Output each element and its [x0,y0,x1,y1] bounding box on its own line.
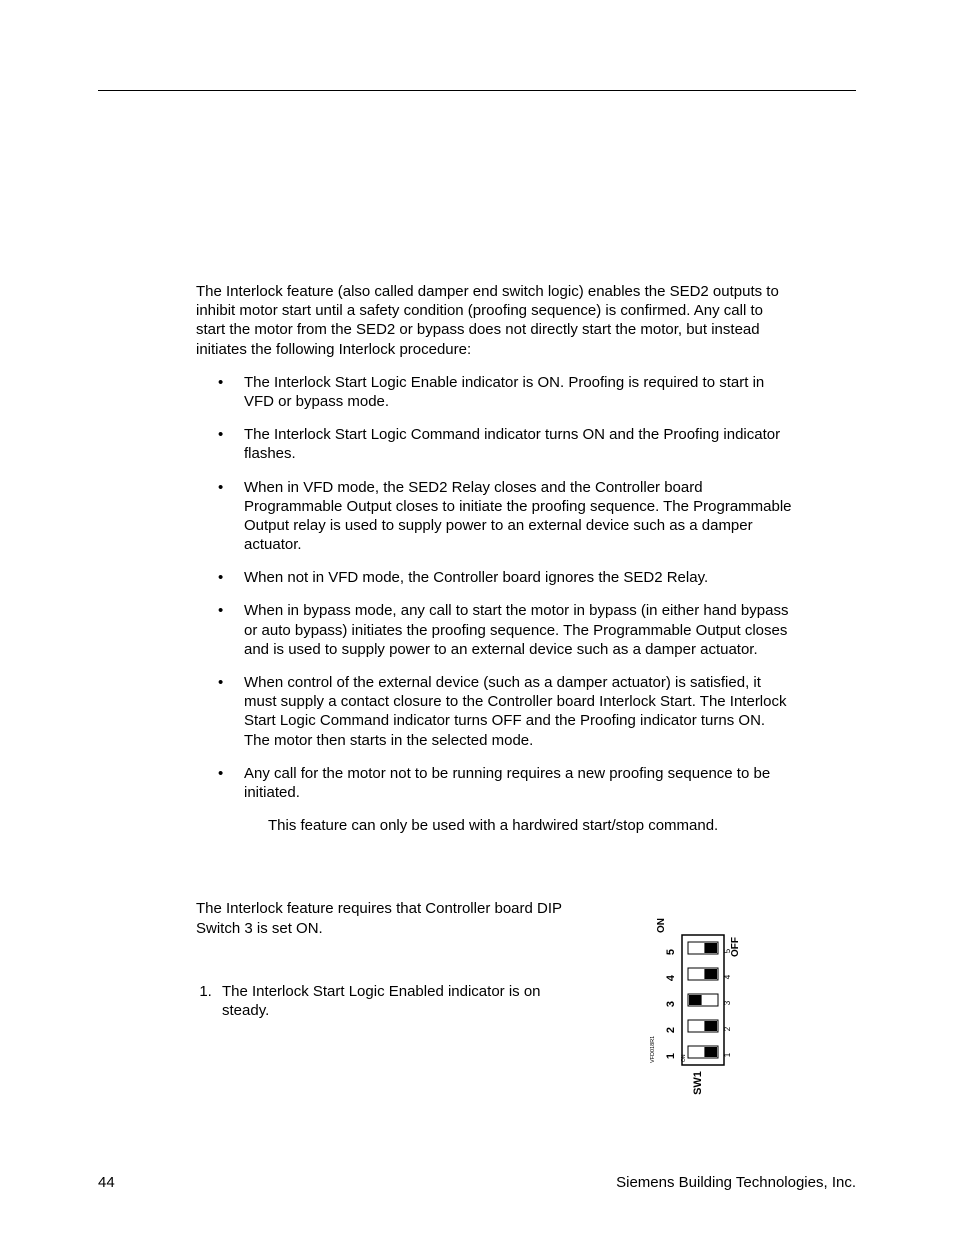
svg-text:1: 1 [665,1053,677,1059]
dip-switch-svg: ONOFF5544332211SW1VFD018R1ON [630,917,740,1097]
page-footer: 44 Siemens Building Technologies, Inc. [98,1174,856,1191]
intro-paragraph: The Interlock feature (also called dampe… [196,282,796,359]
numbered-list: The Interlock Start Logic Enabled indica… [196,982,586,1020]
svg-text:VFD018R1: VFD018R1 [650,1036,656,1063]
svg-text:ON: ON [656,918,667,933]
svg-text:ON: ON [681,1054,687,1062]
bullet-item: When in bypass mode, any call to start t… [244,601,796,659]
step-item: The Interlock Start Logic Enabled indica… [216,982,586,1020]
page: The Interlock feature (also called dampe… [0,0,954,1235]
svg-text:5: 5 [665,949,677,955]
bullet-item: When in VFD mode, the SED2 Relay closes … [244,478,796,555]
svg-text:SW1: SW1 [692,1071,704,1095]
svg-text:4: 4 [665,974,677,981]
setup-text: The Interlock feature requires that Cont… [196,899,586,1020]
svg-text:2: 2 [665,1027,677,1033]
bullet-item: Any call for the motor not to be running… [244,764,796,802]
bullet-item: When control of the external device (suc… [244,673,796,750]
svg-text:4: 4 [723,974,732,979]
svg-text:5: 5 [723,948,732,953]
header-rule [98,90,856,91]
svg-text:2: 2 [723,1026,732,1031]
note-paragraph: This feature can only be used with a har… [268,816,796,835]
svg-text:3: 3 [665,1001,677,1007]
bullet-item: The Interlock Start Logic Command indica… [244,425,796,463]
footer-company: Siemens Building Technologies, Inc. [616,1174,856,1191]
body-content: The Interlock feature (also called dampe… [196,282,796,1020]
bullet-item: The Interlock Start Logic Enable indicat… [244,373,796,411]
svg-text:1: 1 [723,1052,732,1057]
bullet-list: The Interlock Start Logic Enable indicat… [196,373,796,802]
setup-intro: The Interlock feature requires that Cont… [196,899,586,937]
page-number: 44 [98,1174,115,1191]
bullet-item: When not in VFD mode, the Controller boa… [244,568,796,587]
dip-switch-figure: ONOFF5544332211SW1VFD018R1ON [630,917,740,1097]
svg-text:3: 3 [723,1000,732,1005]
